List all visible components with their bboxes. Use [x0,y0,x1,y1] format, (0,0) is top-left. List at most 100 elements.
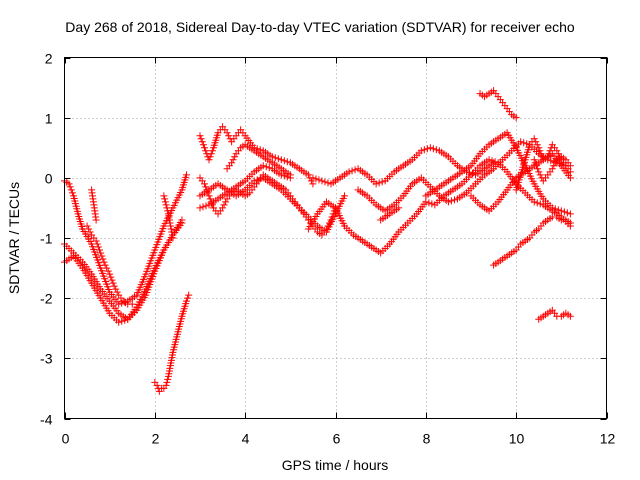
data-point [485,156,493,164]
data-point [207,150,215,158]
axis-ticks [64,57,608,420]
x-axis-label: GPS time / hours [282,457,389,473]
y-tick-label: -4 [40,412,53,428]
data-point [523,140,531,148]
data-point [566,162,574,170]
data-point [265,164,273,172]
data-point [566,174,574,182]
x-tick-label: 6 [333,431,341,447]
data-point [164,210,172,218]
data-point [222,198,230,206]
data-point [109,279,117,287]
data-point [533,141,541,149]
data-point [417,147,425,155]
data-point [203,186,211,194]
data-point [178,219,186,227]
data-point [202,202,210,210]
data-point [262,163,270,171]
data-point [351,166,359,174]
data-point [425,199,433,207]
data-point [429,145,437,153]
data-point [277,156,285,164]
data-point [202,183,210,191]
data-point [201,144,209,152]
data-point [94,243,102,251]
data-point [550,162,558,170]
data-point [566,210,574,218]
data-point [324,222,332,230]
data-point [165,213,173,221]
data-point [566,168,574,176]
data-point [551,159,559,167]
data-point [167,225,175,233]
data-point [324,179,332,187]
data-point [225,132,233,140]
y-tick-label: -1 [40,231,53,247]
data-point [309,180,317,188]
y-tick-label: 0 [45,171,53,187]
data-point [280,157,288,165]
data-point [65,180,73,188]
data-point [268,153,276,161]
data-point [277,171,285,179]
data-point [108,276,116,284]
data-point [97,249,105,257]
data-point [121,316,129,324]
data-point [229,156,237,164]
data-point [531,159,539,167]
data-point [533,199,541,207]
data-point [545,150,553,158]
data-point [66,183,74,191]
data-point [532,138,540,146]
x-tick-label: 8 [423,431,431,447]
data-point [206,195,214,203]
data-point [83,222,91,230]
x-tick-label: 0 [62,431,70,447]
data-point [304,171,312,179]
data-point [286,171,294,179]
y-tick-labels: -4 -3 -2 -1 0 1 2 [40,51,53,428]
data-point [93,240,101,248]
data-point [206,153,214,161]
data-point [537,150,545,158]
data-point [207,198,215,206]
data-point [168,231,176,239]
data-point [166,219,174,227]
data-point [201,180,209,188]
data-point [184,294,192,302]
data-point [566,219,574,227]
data-point [318,177,326,185]
chart-title: Day 268 of 2018, Sidereal Day-to-day VTE… [65,19,575,35]
data-point [274,155,282,163]
data-point [469,170,477,178]
data-point [420,146,428,154]
data-point [68,189,76,197]
data-point [536,147,544,155]
data-point [563,209,571,217]
data-point [128,300,136,308]
data-point [426,144,434,152]
data-point [312,175,320,183]
data-point [447,197,455,205]
data-point [92,216,100,224]
data-point [182,171,190,179]
data-point [163,204,171,212]
data-point [107,273,115,281]
data-point [196,132,204,140]
data-point [256,146,264,154]
data-point [375,179,383,187]
data-point [536,200,544,208]
data-point [205,192,213,200]
data-point [546,147,554,155]
data-point [103,264,111,272]
data-point [372,180,380,188]
data-point [283,158,291,166]
data-point [325,219,333,227]
data-point [560,208,568,216]
x-tick-label: 12 [600,431,616,447]
y-tick-label: 1 [45,111,53,127]
data-point [517,138,525,146]
data-point [315,176,323,184]
grid [64,57,607,419]
data-point [196,204,204,212]
